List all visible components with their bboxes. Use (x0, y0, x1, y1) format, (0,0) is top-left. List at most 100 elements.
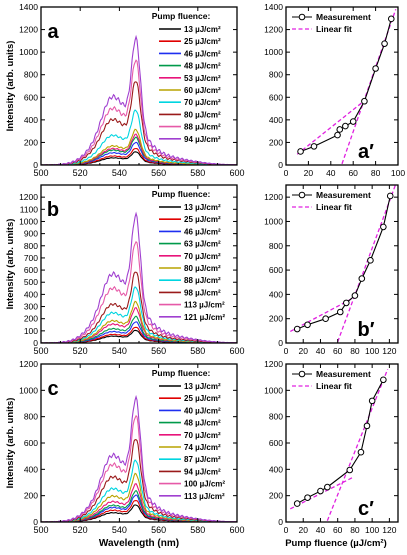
x-tick-label: 500 (33, 346, 48, 356)
legend-label-4: 70 µJ/cm² (184, 252, 221, 261)
measurement-point (310, 143, 318, 150)
x-tick-label: 120 (382, 525, 396, 535)
y-tick-label: 600 (24, 265, 38, 275)
y-tick-label: 1000 (264, 47, 283, 57)
spectra-panel-0: 500 520 540 560 580 600 0 200 400 600 800 1000 1200 1… (5, 2, 245, 178)
fit-line-0 (290, 297, 354, 333)
legend-measurement-label: Measurement (316, 190, 371, 200)
x-tick-label: 540 (112, 525, 127, 535)
measurement-point (386, 192, 394, 200)
y-axis-label: Intensity (arb. units) (5, 219, 16, 310)
fit-line-0 (296, 98, 368, 155)
panel-letter-1: a′ (358, 141, 374, 163)
legend-label-6: 70 µJ/cm² (184, 98, 221, 107)
y-tick-label: 700 (24, 253, 38, 263)
y-tick-label: 600 (24, 92, 38, 102)
y-tick-label: 800 (24, 241, 38, 251)
legend-label-3: 63 µJ/cm² (184, 240, 221, 249)
x-tick-label: 540 (112, 168, 127, 178)
x-tick-label: 20 (304, 168, 314, 178)
legend-fit-label: Linear fit (316, 381, 352, 391)
y-tick-label: 800 (269, 412, 283, 422)
measurement-point (357, 448, 365, 456)
legend-measurement-label: Measurement (316, 369, 371, 379)
x-tick-label: 540 (112, 346, 127, 356)
x-tick-label: 0 (284, 168, 289, 178)
measurement-point (380, 223, 387, 231)
x-tick-label: 60 (333, 525, 343, 535)
legend-measurement-label: Measurement (316, 12, 371, 22)
y-tick-label: 1200 (264, 25, 283, 35)
measurement-point (363, 422, 371, 430)
y-tick-label: 1000 (19, 385, 38, 395)
measurement-point (293, 500, 301, 507)
legend-label-0: 13 µJ/cm² (184, 203, 221, 212)
x-tick-label: 500 (33, 168, 48, 178)
y-tick-label: 600 (269, 265, 283, 275)
y-tick-label: 1200 (19, 359, 38, 369)
panel-letter-0: a (47, 21, 59, 43)
x-tick-label: 20 (298, 525, 308, 535)
y-tick-label: 1000 (264, 216, 283, 226)
measurement-point (361, 97, 368, 105)
x-tick-label: 600 (229, 346, 244, 356)
measurement-point (293, 325, 301, 333)
measurement-point (304, 321, 311, 329)
x-tick-label: 560 (151, 168, 166, 178)
legend-label-0: 13 µJ/cm² (184, 382, 221, 391)
measurement-point (346, 466, 354, 474)
y-tick-label: 200 (24, 314, 38, 324)
measurement-point (349, 118, 357, 125)
panel-letter-5: c′ (358, 498, 374, 520)
measurement-point (334, 131, 341, 139)
x-tick-label: 600 (229, 168, 244, 178)
panel-letter-3: b′ (357, 319, 374, 341)
legend-label-2: 46 µJ/cm² (184, 227, 221, 236)
legend-label-4: 70 µJ/cm² (184, 431, 221, 440)
legend-label-5: 60 µJ/cm² (184, 86, 221, 95)
x-tick-label: 580 (190, 525, 205, 535)
legend-label-1: 25 µJ/cm² (184, 37, 221, 46)
y-axis-label: Intensity (arb. units) (5, 398, 16, 489)
x-tick-label: 80 (371, 168, 381, 178)
legend-label-5: 74 µJ/cm² (184, 443, 221, 452)
legend-label-3: 48 µJ/cm² (184, 419, 221, 428)
x-tick-label: 560 (151, 346, 166, 356)
legend-label-1: 25 µJ/cm² (184, 394, 221, 403)
x-tick-label: 520 (73, 346, 88, 356)
y-tick-label: 400 (269, 115, 283, 125)
y-tick-label: 0 (278, 338, 283, 348)
y-tick-label: 200 (269, 491, 283, 501)
x-tick-label: 520 (73, 525, 88, 535)
y-tick-label: 0 (33, 160, 38, 170)
y-tick-label: 400 (24, 464, 38, 474)
y-tick-label: 600 (269, 92, 283, 102)
x-tick-label: 20 (298, 346, 308, 356)
y-tick-label: 1400 (19, 2, 38, 12)
y-tick-label: 900 (24, 229, 38, 239)
x-tick-label: 40 (326, 168, 336, 178)
y-tick-label: 100 (24, 326, 38, 336)
spectrum-line-1 (41, 147, 237, 165)
legend-label-4: 53 µJ/cm² (184, 74, 221, 83)
fit-line-1 (337, 185, 397, 343)
x-tick-label: 600 (229, 525, 244, 535)
measurement-point (387, 15, 395, 23)
measurement-point (372, 65, 379, 72)
y-tick-label: 0 (278, 160, 283, 170)
legend-label-8: 100 µJ/cm² (184, 480, 225, 489)
legend-label-2: 46 µJ/cm² (184, 49, 221, 58)
spectra-panel-2: 500 520 540 560 580 600 0 100 200 300 400 500 600 700… (5, 184, 245, 356)
legend-title: Pump fluence: (152, 189, 211, 199)
x-tick-label: 100 (365, 525, 379, 535)
y-tick-label: 1000 (19, 216, 38, 226)
legend-label-7: 80 µJ/cm² (184, 110, 221, 119)
measurement-line (296, 195, 391, 330)
legend-label-1: 25 µJ/cm² (184, 215, 221, 224)
legend-measurement-marker (298, 13, 306, 21)
x-tick-label: 0 (284, 525, 289, 535)
legend-label-9: 113 µJ/cm² (184, 492, 225, 501)
spectrum-line-0 (41, 504, 237, 522)
legend-fit-label: Linear fit (316, 24, 352, 34)
